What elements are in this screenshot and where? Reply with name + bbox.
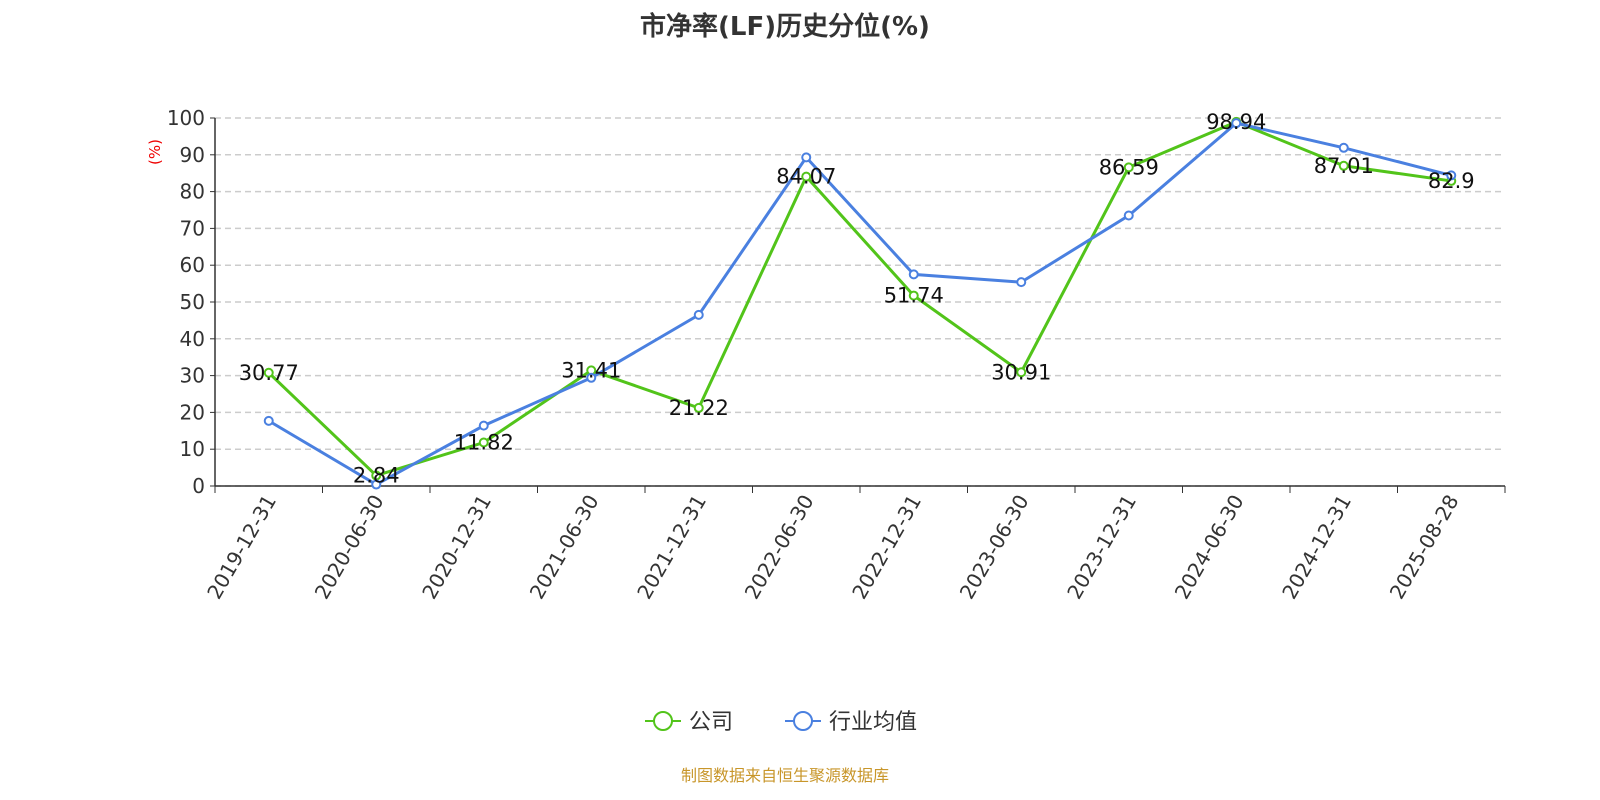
- series-line-0: [267, 120, 1452, 478]
- series-line-1: [267, 121, 1452, 487]
- data-label: 30.77: [239, 361, 299, 385]
- data-point: [908, 290, 919, 301]
- x-tick-label: 2024-12-31: [1277, 491, 1356, 604]
- x-tick-label: 2022-12-31: [847, 491, 926, 604]
- data-point: [693, 309, 704, 320]
- data-label: 86.59: [1099, 155, 1159, 179]
- x-tick-label: 2020-12-31: [417, 491, 496, 604]
- x-tick-label: 2024-06-30: [1170, 491, 1249, 604]
- data-label: 11.82: [454, 431, 514, 455]
- data-point: [693, 402, 704, 413]
- data-label: 84.07: [776, 165, 836, 189]
- x-tick-label: 2023-12-31: [1062, 491, 1141, 604]
- data-label: 31.41: [561, 358, 621, 382]
- data-point: [908, 269, 919, 280]
- x-tick-label: 2023-06-30: [955, 491, 1034, 604]
- data-label: 30.91: [991, 360, 1051, 384]
- y-tick-label: 10: [180, 437, 205, 461]
- y-tick-label: 80: [180, 180, 205, 204]
- data-point: [801, 171, 812, 182]
- data-point: [1123, 162, 1134, 173]
- y-tick-label: 50: [180, 290, 205, 314]
- data-point: [1016, 367, 1027, 378]
- y-tick-label: 90: [180, 143, 205, 167]
- data-point: [478, 437, 489, 448]
- x-tick-label: 2022-06-30: [740, 491, 819, 604]
- x-tick-label: 2019-12-31: [202, 491, 281, 604]
- y-tick-label: 100: [167, 106, 205, 130]
- data-point: [1123, 210, 1134, 221]
- y-tick-label: 30: [180, 364, 205, 388]
- legend-marker-icon: [653, 711, 673, 731]
- legend-label: 公司: [689, 710, 733, 735]
- x-tick-label: 2021-06-30: [525, 491, 604, 604]
- y-tick-label: 60: [180, 253, 205, 277]
- data-label: 51.74: [884, 284, 944, 308]
- data-label: 21.22: [669, 396, 729, 420]
- x-tick-label: 2020-06-30: [310, 491, 389, 604]
- y-tick-label: 40: [180, 327, 205, 351]
- data-label: 87.01: [1314, 154, 1374, 178]
- data-point: [1016, 277, 1027, 288]
- data-label: 82.9: [1428, 169, 1475, 193]
- data-source-footer: 制图数据来自恒生聚源数据库: [680, 766, 889, 785]
- data-point: [1338, 142, 1349, 153]
- data-point: [263, 415, 274, 426]
- y-tick-label: 20: [180, 400, 205, 424]
- data-point: [1231, 118, 1242, 129]
- data-point: [586, 372, 597, 383]
- legend-label: 行业均值: [829, 710, 917, 735]
- data-point: [801, 152, 812, 163]
- data-point: [1446, 170, 1457, 181]
- data-label: 98.94: [1206, 110, 1266, 134]
- y-axis-label: (%): [146, 139, 164, 165]
- y-tick-label: 70: [180, 216, 205, 240]
- data-point: [1338, 160, 1349, 171]
- data-point: [371, 479, 382, 490]
- data-point: [478, 420, 489, 431]
- y-tick-label: 0: [192, 474, 205, 498]
- chart-title: 市净率(LF)历史分位(%): [640, 12, 930, 42]
- x-tick-label: 2021-12-31: [632, 491, 711, 604]
- data-point: [263, 367, 274, 378]
- data-label: 2.84: [353, 464, 400, 488]
- legend-marker-icon: [793, 711, 813, 731]
- x-tick-label: 2025-08-28: [1385, 491, 1464, 604]
